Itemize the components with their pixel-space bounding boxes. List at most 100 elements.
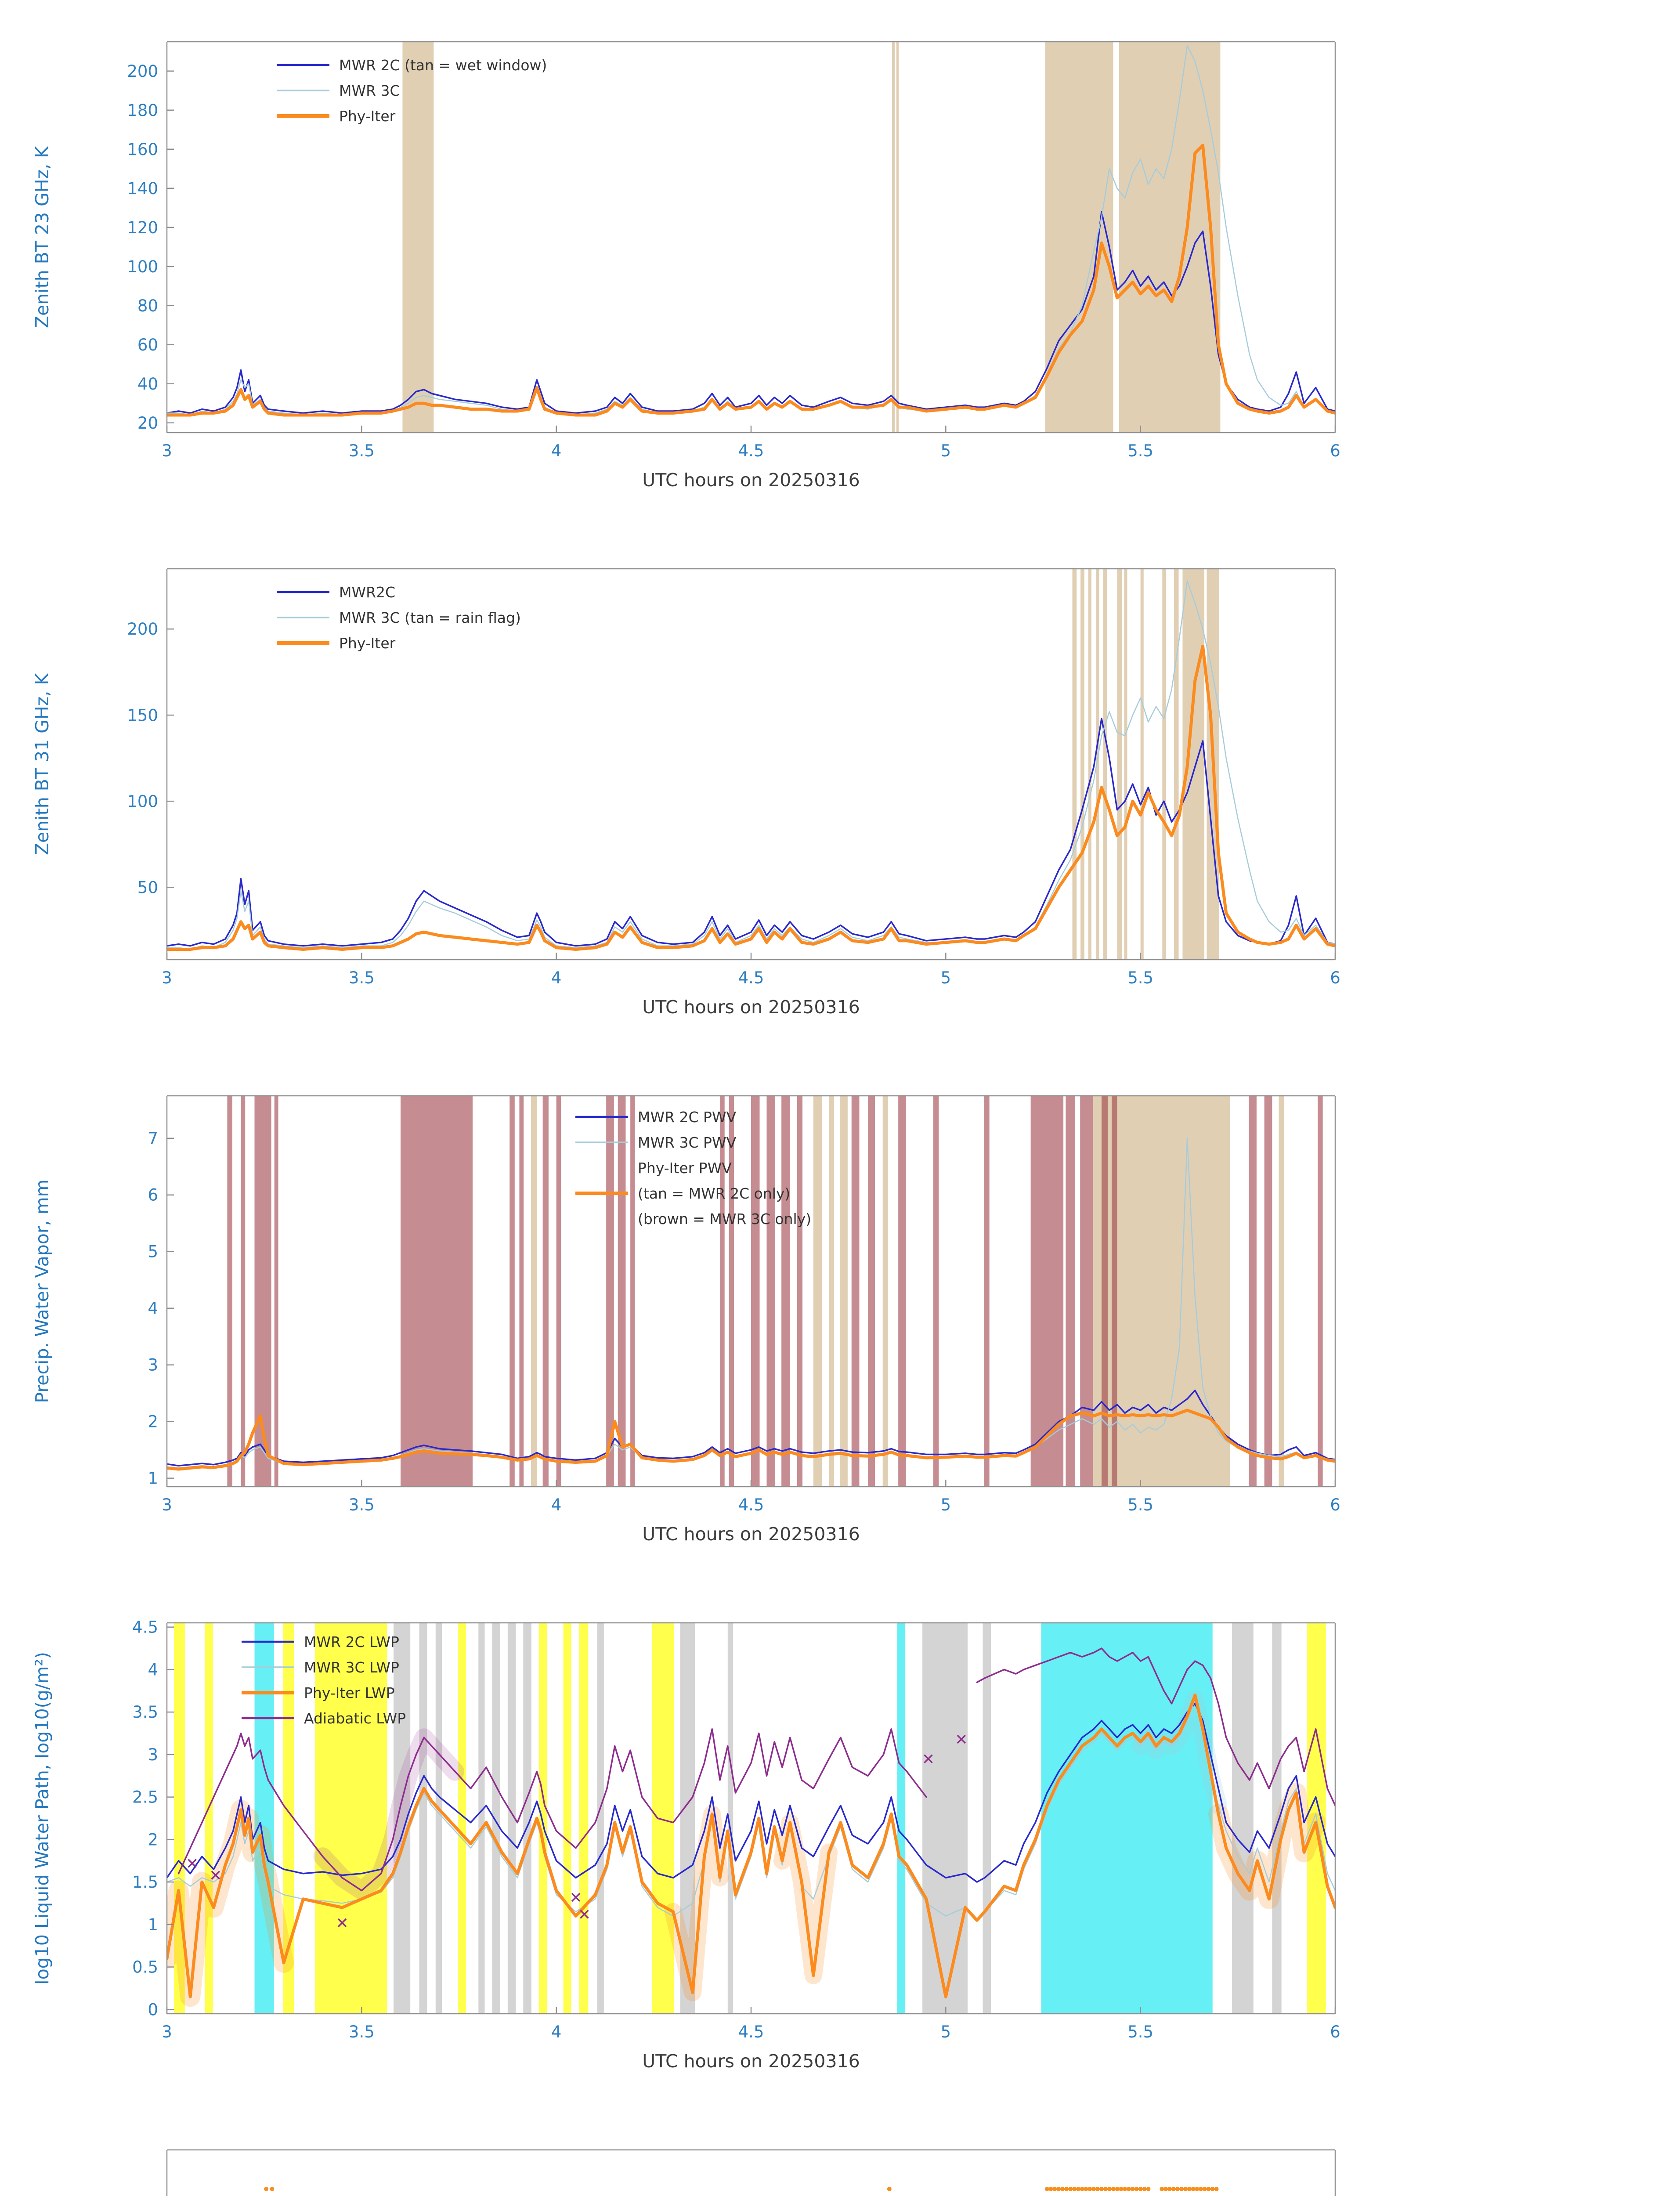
shaded-region-maroon	[1318, 1096, 1323, 1487]
series-line-mwr-2c-pwv	[167, 1389, 1335, 1467]
shaded-region-tan	[1103, 569, 1107, 960]
x-tick-label: 3.5	[349, 968, 375, 987]
y-tick-label: 200	[127, 620, 158, 639]
y-tick-label: 3	[148, 1745, 158, 1764]
shaded-region-tan	[531, 1096, 537, 1487]
y-axis-label: log10 Liquid Water Path, log10(g/m²)	[32, 1652, 53, 1985]
x-tick-label: 3.5	[349, 2023, 375, 2041]
shaded-region-maroon	[781, 1096, 790, 1487]
shaded-region-tan	[829, 1096, 834, 1487]
shaded-region-tan	[1080, 569, 1084, 960]
lwp-chart: 3 3.5 4 4.5 5 5.5 6 0 0.5 1 1.5 2 2.5 3 3.5 4 4.5 UTC hou…	[32, 1618, 1340, 2072]
x-tick-label: 3	[162, 441, 172, 460]
legend-label: Phy-Iter	[339, 108, 396, 125]
shaded-region-maroon	[751, 1096, 760, 1487]
y-tick-label: 4	[148, 1660, 158, 1679]
flag-dot	[1072, 2187, 1077, 2191]
flag-dot	[1123, 2187, 1127, 2191]
x-tick-label: 4	[551, 1495, 562, 1514]
y-tick-label: 140	[127, 179, 158, 198]
shaded-region-tan	[1162, 569, 1167, 960]
flag-dot	[1056, 2187, 1061, 2191]
y-axis-label: Zenith BT 23 GHz, K	[32, 146, 53, 328]
shaded-region-gray	[983, 1623, 991, 2014]
shaded-region-maroon	[227, 1096, 232, 1487]
shaded-region-maroon	[1264, 1096, 1272, 1487]
shaded-region-tan	[892, 42, 895, 433]
shaded-region-maroon	[519, 1096, 524, 1487]
bt-31ghz-chart: 3 3.5 4 4.5 5 5.5 6 50 100 150 200 UTC hours on 202…	[32, 568, 1340, 1018]
flag-dot	[1130, 2187, 1135, 2191]
legend-label: Phy-Iter LWP	[304, 1684, 395, 1701]
y-tick-label: 80	[137, 296, 158, 315]
flag-dot	[1044, 2187, 1049, 2191]
y-tick-label: 40	[137, 375, 158, 394]
panel-liquid-water-path: 3 3.5 4 4.5 5 5.5 6 0 0.5 1 1.5 2 2.5 3 3.5 4 4.5 UTC hou…	[0, 1581, 1680, 2108]
y-tick-label: 100	[127, 792, 158, 811]
panel-zenith-bt-23ghz: 3 3.5 4 4.5 5 5.5 6 20 40 60 80 100 120 140 160 180 200 U…	[0, 0, 1680, 527]
legend-label: MWR 2C PWV	[638, 1109, 737, 1126]
series-line-mwr-2c	[167, 211, 1335, 414]
flag-dot	[1175, 2187, 1180, 2191]
x-tick-label: 4.5	[738, 1495, 764, 1514]
shaded-region-maroon	[1102, 1096, 1108, 1487]
shaded-region-maroon	[556, 1096, 561, 1487]
shaded-region-tan	[882, 1096, 889, 1487]
legend-label: MWR 3C (tan = rain flag)	[339, 609, 521, 626]
flag-dot	[1171, 2187, 1176, 2191]
shaded-region-maroon	[618, 1096, 626, 1487]
y-tick-label: 4	[148, 1299, 158, 1318]
shaded-region-tan	[1088, 569, 1091, 960]
flag-dot	[1179, 2187, 1184, 2191]
shaded-region-maroon	[766, 1096, 775, 1487]
flag-dot	[270, 2187, 275, 2191]
shaded-region-gray	[1232, 1623, 1254, 2014]
shaded-region-tan	[840, 1096, 848, 1487]
flag-dot	[1142, 2187, 1147, 2191]
y-tick-label: 2	[148, 1412, 158, 1431]
flag-dot	[1119, 2187, 1124, 2191]
x-tick-label: 5.5	[1127, 968, 1153, 987]
flag-dot	[1134, 2187, 1139, 2191]
flag-dot	[1052, 2187, 1057, 2191]
flag-dot	[1146, 2187, 1151, 2191]
shaded-region-yellow	[579, 1623, 589, 2014]
shaded-region-tan	[896, 42, 899, 433]
shaded-region-maroon	[542, 1096, 549, 1487]
flag-dot	[1195, 2187, 1199, 2191]
flag-dot	[1111, 2187, 1116, 2191]
y-tick-label: 1	[148, 1469, 158, 1488]
series-line-phy-iter-pwv	[167, 1409, 1335, 1471]
flag-dot	[264, 2187, 269, 2191]
x-marker	[580, 1910, 589, 1919]
shaded-region-maroon	[1080, 1096, 1093, 1487]
y-tick-label: 20	[137, 414, 158, 433]
shaded-region-yellow	[563, 1623, 571, 2014]
series-line-mwr2c	[167, 718, 1335, 947]
series-line-phy-iter	[167, 144, 1335, 417]
shaded-region-gray	[523, 1623, 531, 2014]
shaded-region-tan	[1045, 42, 1113, 433]
shaded-region-tan	[1096, 569, 1099, 960]
shaded-region-yellow	[538, 1623, 547, 2014]
flag-dot	[1084, 2187, 1088, 2191]
flag-dot	[1060, 2187, 1065, 2191]
y-tick-label: 180	[127, 101, 158, 120]
flag-dot	[1103, 2187, 1108, 2191]
shaded-region-gray	[1272, 1623, 1282, 2014]
series-line-mwr-2c-lwp	[167, 1703, 1335, 1883]
x-axis-label: UTC hours on 20250316	[642, 1524, 860, 1545]
y-tick-label: 160	[127, 140, 158, 159]
shaded-region-tan	[813, 1096, 822, 1487]
legend-label: MWR 3C PWV	[638, 1134, 737, 1151]
shaded-region-gray	[727, 1623, 733, 2014]
y-tick-label: 50	[137, 878, 158, 897]
y-tick-label: 5	[148, 1242, 158, 1261]
y-tick-label: 60	[137, 336, 158, 354]
x-tick-label: 5	[941, 441, 951, 460]
series-line-phy-iter-lwp	[167, 1694, 1335, 1998]
shaded-region-maroon	[851, 1096, 860, 1487]
x-marker	[924, 1754, 933, 1763]
x-tick-label: 5	[941, 1495, 951, 1514]
y-tick-label: 0.5	[132, 1958, 158, 1977]
